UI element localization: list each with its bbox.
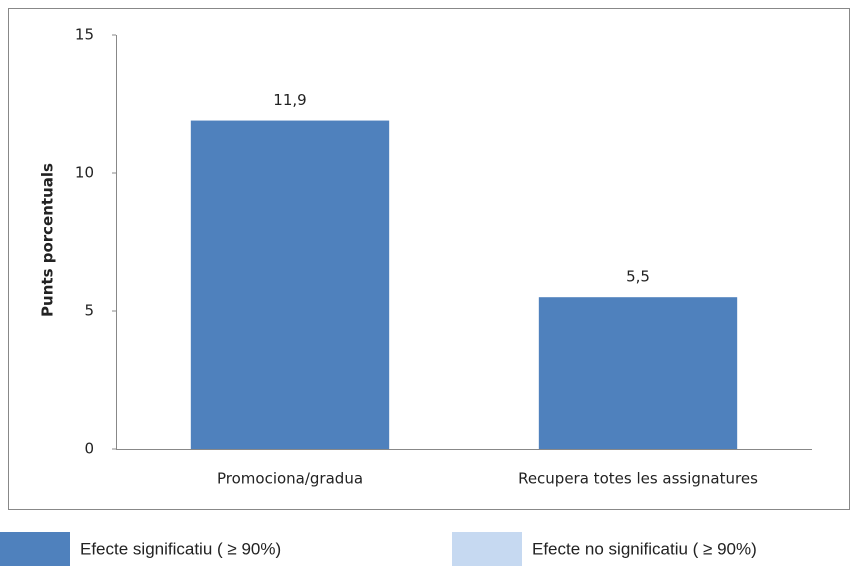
y-tick-label: 10 bbox=[75, 164, 94, 182]
x-tick-label: Recupera totes les assignatures bbox=[518, 470, 758, 488]
y-tick-label: 0 bbox=[84, 440, 94, 458]
y-tick-label: 5 bbox=[84, 302, 94, 320]
legend-swatch bbox=[0, 532, 70, 566]
legend-swatch bbox=[452, 532, 522, 566]
data-label: 11,9 bbox=[273, 91, 306, 109]
y-tick-label: 15 bbox=[75, 26, 94, 44]
y-axis-title: Punts porcentuals bbox=[39, 163, 57, 317]
legend-label: Efecte significatiu ( ≥ 90%) bbox=[80, 539, 281, 558]
bar bbox=[538, 297, 738, 449]
data-label: 5,5 bbox=[626, 268, 650, 286]
bar bbox=[190, 120, 390, 449]
x-tick-label: Promociona/gradua bbox=[217, 470, 363, 488]
legend-label: Efecte no significatiu ( ≥ 90%) bbox=[532, 539, 757, 558]
